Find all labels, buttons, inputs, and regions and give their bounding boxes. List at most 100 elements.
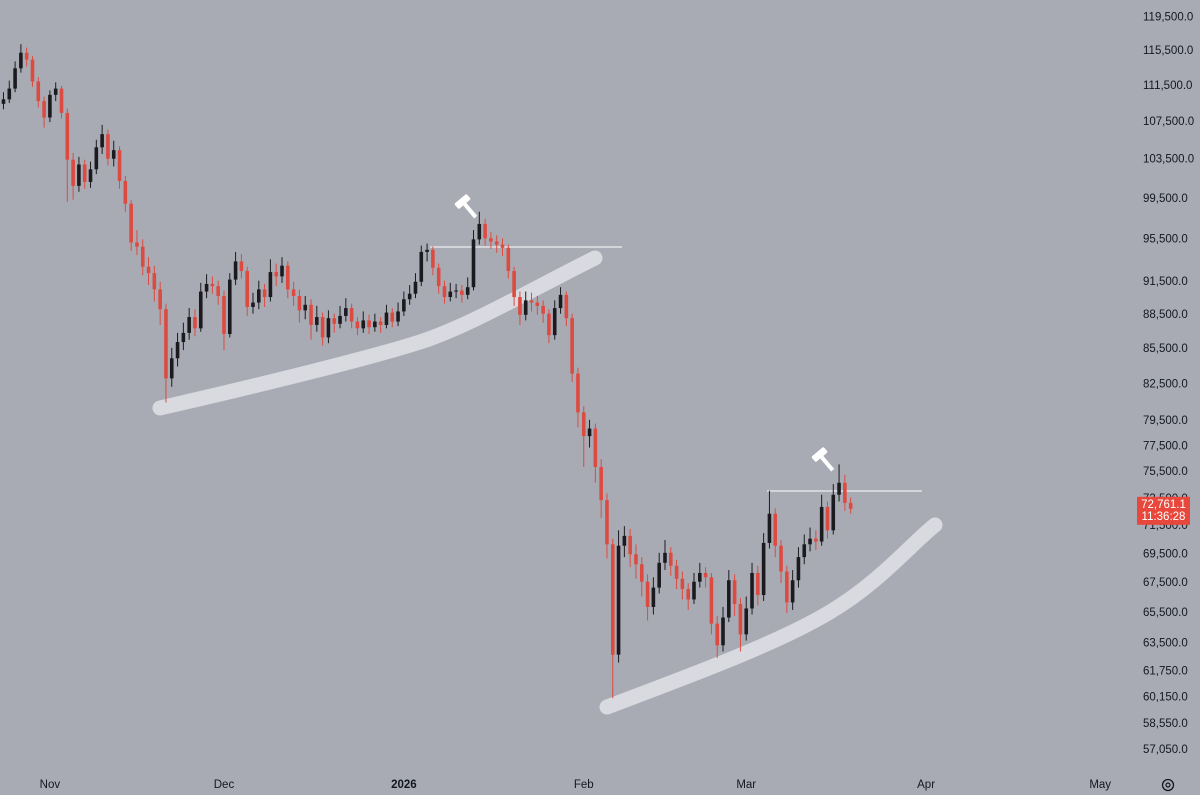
- y-tick-label: 63,500.0: [1143, 638, 1188, 650]
- candle-body: [680, 578, 685, 590]
- x-tick-label: Mar: [736, 779, 756, 791]
- candle-body: [616, 545, 621, 655]
- drawings: [152, 194, 943, 715]
- candle-body: [767, 513, 772, 543]
- candle-body: [286, 265, 290, 290]
- candle-body: [59, 88, 64, 113]
- candle-body: [65, 112, 70, 160]
- candle-body: [100, 134, 104, 148]
- candle-body: [129, 203, 133, 243]
- candle-body: [175, 342, 180, 359]
- candle-body: [692, 581, 696, 600]
- candle-body: [222, 295, 226, 335]
- axes: 119,500.0 115,500.0 111,500.0 107,500.0 103,…: [40, 11, 1194, 791]
- y-tick-label: 82,500.0: [1143, 378, 1188, 390]
- candle-body: [169, 358, 174, 379]
- candle-body: [732, 580, 737, 604]
- candle-body: [297, 295, 302, 311]
- candle-body: [198, 291, 203, 329]
- y-tick-label: 67,500.0: [1143, 577, 1188, 589]
- candle-body: [384, 312, 389, 325]
- candle-body: [53, 88, 58, 95]
- candle-body: [326, 318, 331, 338]
- candle-body: [349, 308, 354, 322]
- y-tick-label: 107,500.0: [1143, 116, 1194, 128]
- y-tick-label: 111,500.0: [1143, 80, 1192, 92]
- x-tick-label: May: [1089, 779, 1111, 791]
- candle-body: [82, 164, 87, 182]
- candle-body: [756, 572, 760, 595]
- candle-body: [71, 159, 75, 186]
- y-tick-label: 77,500.0: [1143, 440, 1188, 452]
- candle-body: [564, 294, 569, 319]
- candle-body: [256, 289, 261, 303]
- candle-body: [245, 271, 249, 307]
- candle-body: [187, 317, 191, 333]
- trend-channel: [599, 517, 943, 715]
- y-tick-label: 65,500.0: [1143, 607, 1188, 619]
- candle-body: [576, 373, 580, 413]
- candle-body: [19, 52, 23, 69]
- candle-body: [593, 428, 598, 467]
- y-tick-label: 61,750.0: [1143, 665, 1188, 677]
- candle-body: [13, 68, 17, 89]
- trend-channel: [152, 250, 603, 416]
- candle-body: [581, 412, 586, 437]
- candle-body: [210, 283, 215, 287]
- y-tick-label: 60,150.0: [1143, 691, 1188, 703]
- x-tick-label: Dec: [214, 779, 235, 791]
- candle-body: [674, 565, 679, 579]
- candle-body: [489, 238, 493, 242]
- candle-body: [547, 313, 551, 336]
- candle-body: [825, 506, 830, 531]
- candle-body: [471, 239, 476, 288]
- candle-body: [442, 286, 447, 298]
- candle-body: [819, 506, 824, 542]
- candle-body: [48, 94, 52, 118]
- candle-body: [193, 317, 197, 329]
- candle-body: [761, 542, 766, 595]
- candle-body: [796, 557, 801, 581]
- candle-body: [779, 545, 783, 572]
- candle-body: [494, 241, 499, 245]
- settings-icon[interactable]: [1161, 778, 1175, 792]
- y-tick-label: 103,500.0: [1143, 154, 1194, 166]
- candle-body: [320, 317, 325, 338]
- candle-body: [808, 538, 812, 545]
- candle-body: [117, 150, 122, 181]
- y-tick-label: 95,500.0: [1143, 233, 1188, 245]
- y-tick-label: 79,500.0: [1143, 415, 1188, 427]
- candle-body: [750, 572, 754, 609]
- candle-body: [454, 290, 458, 292]
- y-tick-label: 88,500.0: [1143, 309, 1188, 321]
- y-tick-label: 57,050.0: [1143, 744, 1188, 756]
- candle-body: [30, 59, 35, 82]
- candle-body: [529, 300, 534, 303]
- candle-body: [152, 273, 157, 290]
- candle-body: [413, 281, 418, 294]
- candle-body: [465, 287, 470, 295]
- candle-body: [703, 572, 708, 578]
- candle-body: [419, 251, 424, 282]
- candle-body: [610, 544, 615, 655]
- candle-body: [657, 562, 661, 588]
- candle-body: [123, 180, 128, 204]
- y-tick-label: 115,500.0: [1143, 45, 1193, 57]
- candle-body: [344, 308, 348, 316]
- candle-body: [338, 315, 342, 324]
- candle-body: [709, 577, 714, 624]
- candle-body: [164, 309, 168, 379]
- candle-body: [622, 535, 627, 546]
- candle-body: [512, 271, 516, 298]
- candle-body: [425, 249, 429, 252]
- candle-body: [721, 617, 725, 646]
- candle-body: [848, 502, 853, 509]
- candle-body: [500, 244, 505, 248]
- candle-body: [309, 304, 313, 325]
- candle-body: [837, 482, 841, 495]
- candle-body: [483, 223, 487, 239]
- gavel-icon: [454, 194, 478, 219]
- candle-body: [460, 290, 464, 295]
